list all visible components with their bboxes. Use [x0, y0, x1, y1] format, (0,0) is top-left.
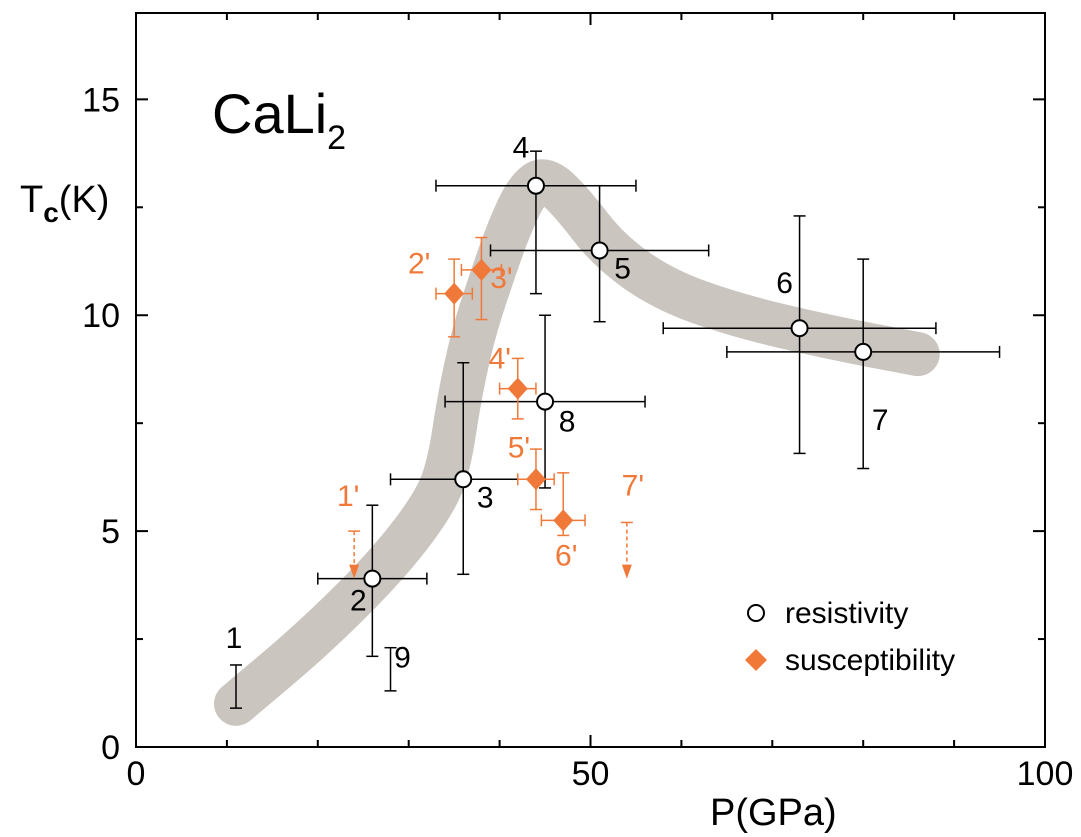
point-label-5: 5 [614, 252, 631, 285]
point-label-4: 4 [513, 132, 530, 165]
point-label-8: 8 [559, 406, 576, 439]
point-label-2: 2 [350, 585, 367, 618]
x-axis-label: P(GPa) [710, 792, 837, 834]
y-axis-label-unit: (K) [59, 179, 110, 221]
marker-resistivity-3 [454, 470, 473, 489]
x-tick-label: 0 [127, 755, 146, 793]
point-label-6: 6 [776, 267, 793, 300]
marker-susceptibility-3p [471, 258, 492, 281]
y-tick-label: 10 [82, 297, 120, 335]
point-label-6p: 6' [555, 539, 577, 572]
y-tick-label: 15 [82, 81, 120, 119]
trend-band-layer [213, 159, 940, 726]
x-tick-label: 100 [1017, 755, 1074, 793]
trend-band [213, 159, 940, 726]
legend-marker-susceptibility [745, 649, 767, 671]
x-tick-label: 50 [572, 755, 610, 793]
marker-resistivity-7 [854, 342, 873, 361]
upper-limit-arrow-7p [621, 564, 632, 579]
marker-resistivity-8 [536, 392, 555, 411]
y-axis-label-subscript: c [43, 197, 59, 228]
chart-title: CaLi2 [212, 82, 346, 157]
point-label-1: 1 [226, 622, 243, 655]
y-tick-label: 5 [101, 513, 120, 551]
point-label-layer: 1 2 3 4 5 6 7 8 9 1' 2' 3' 4' 5' 6' 7' [226, 132, 889, 675]
marker-resistivity-5 [590, 241, 609, 260]
marker-resistivity-6 [790, 319, 809, 338]
marker-susceptibility-2p [444, 282, 465, 305]
legend-label-susceptibility: susceptibility [785, 644, 955, 677]
point-label-3: 3 [477, 481, 494, 514]
chart-title-subscript: 2 [327, 119, 346, 157]
y-axis-label-main: T [20, 179, 43, 221]
legend-marker-resistivity [747, 604, 765, 622]
chart-title-main: CaLi [212, 82, 327, 145]
point-label-4p: 4' [489, 343, 511, 376]
marker-susceptibility-4p [507, 377, 528, 400]
point-label-9: 9 [394, 642, 411, 675]
upper-limit-arrow-1p [349, 564, 360, 579]
point-label-7: 7 [872, 404, 889, 437]
marker-susceptibility-5p [525, 468, 546, 491]
marker-resistivity-4 [526, 176, 545, 195]
point-label-1p: 1' [337, 480, 359, 513]
y-axis-label: Tc(K) [20, 179, 109, 228]
point-label-2p: 2' [408, 248, 430, 281]
point-label-7p: 7' [622, 469, 644, 502]
marker-layer [363, 176, 873, 588]
legend: resistivity susceptibility [745, 597, 955, 677]
marker-resistivity-2 [363, 569, 382, 588]
point-label-5p: 5' [508, 431, 530, 464]
legend-label-resistivity: resistivity [785, 597, 908, 630]
point-label-3p: 3' [490, 262, 512, 295]
marker-susceptibility-6p [553, 509, 574, 532]
y-tick-label: 0 [101, 729, 120, 767]
